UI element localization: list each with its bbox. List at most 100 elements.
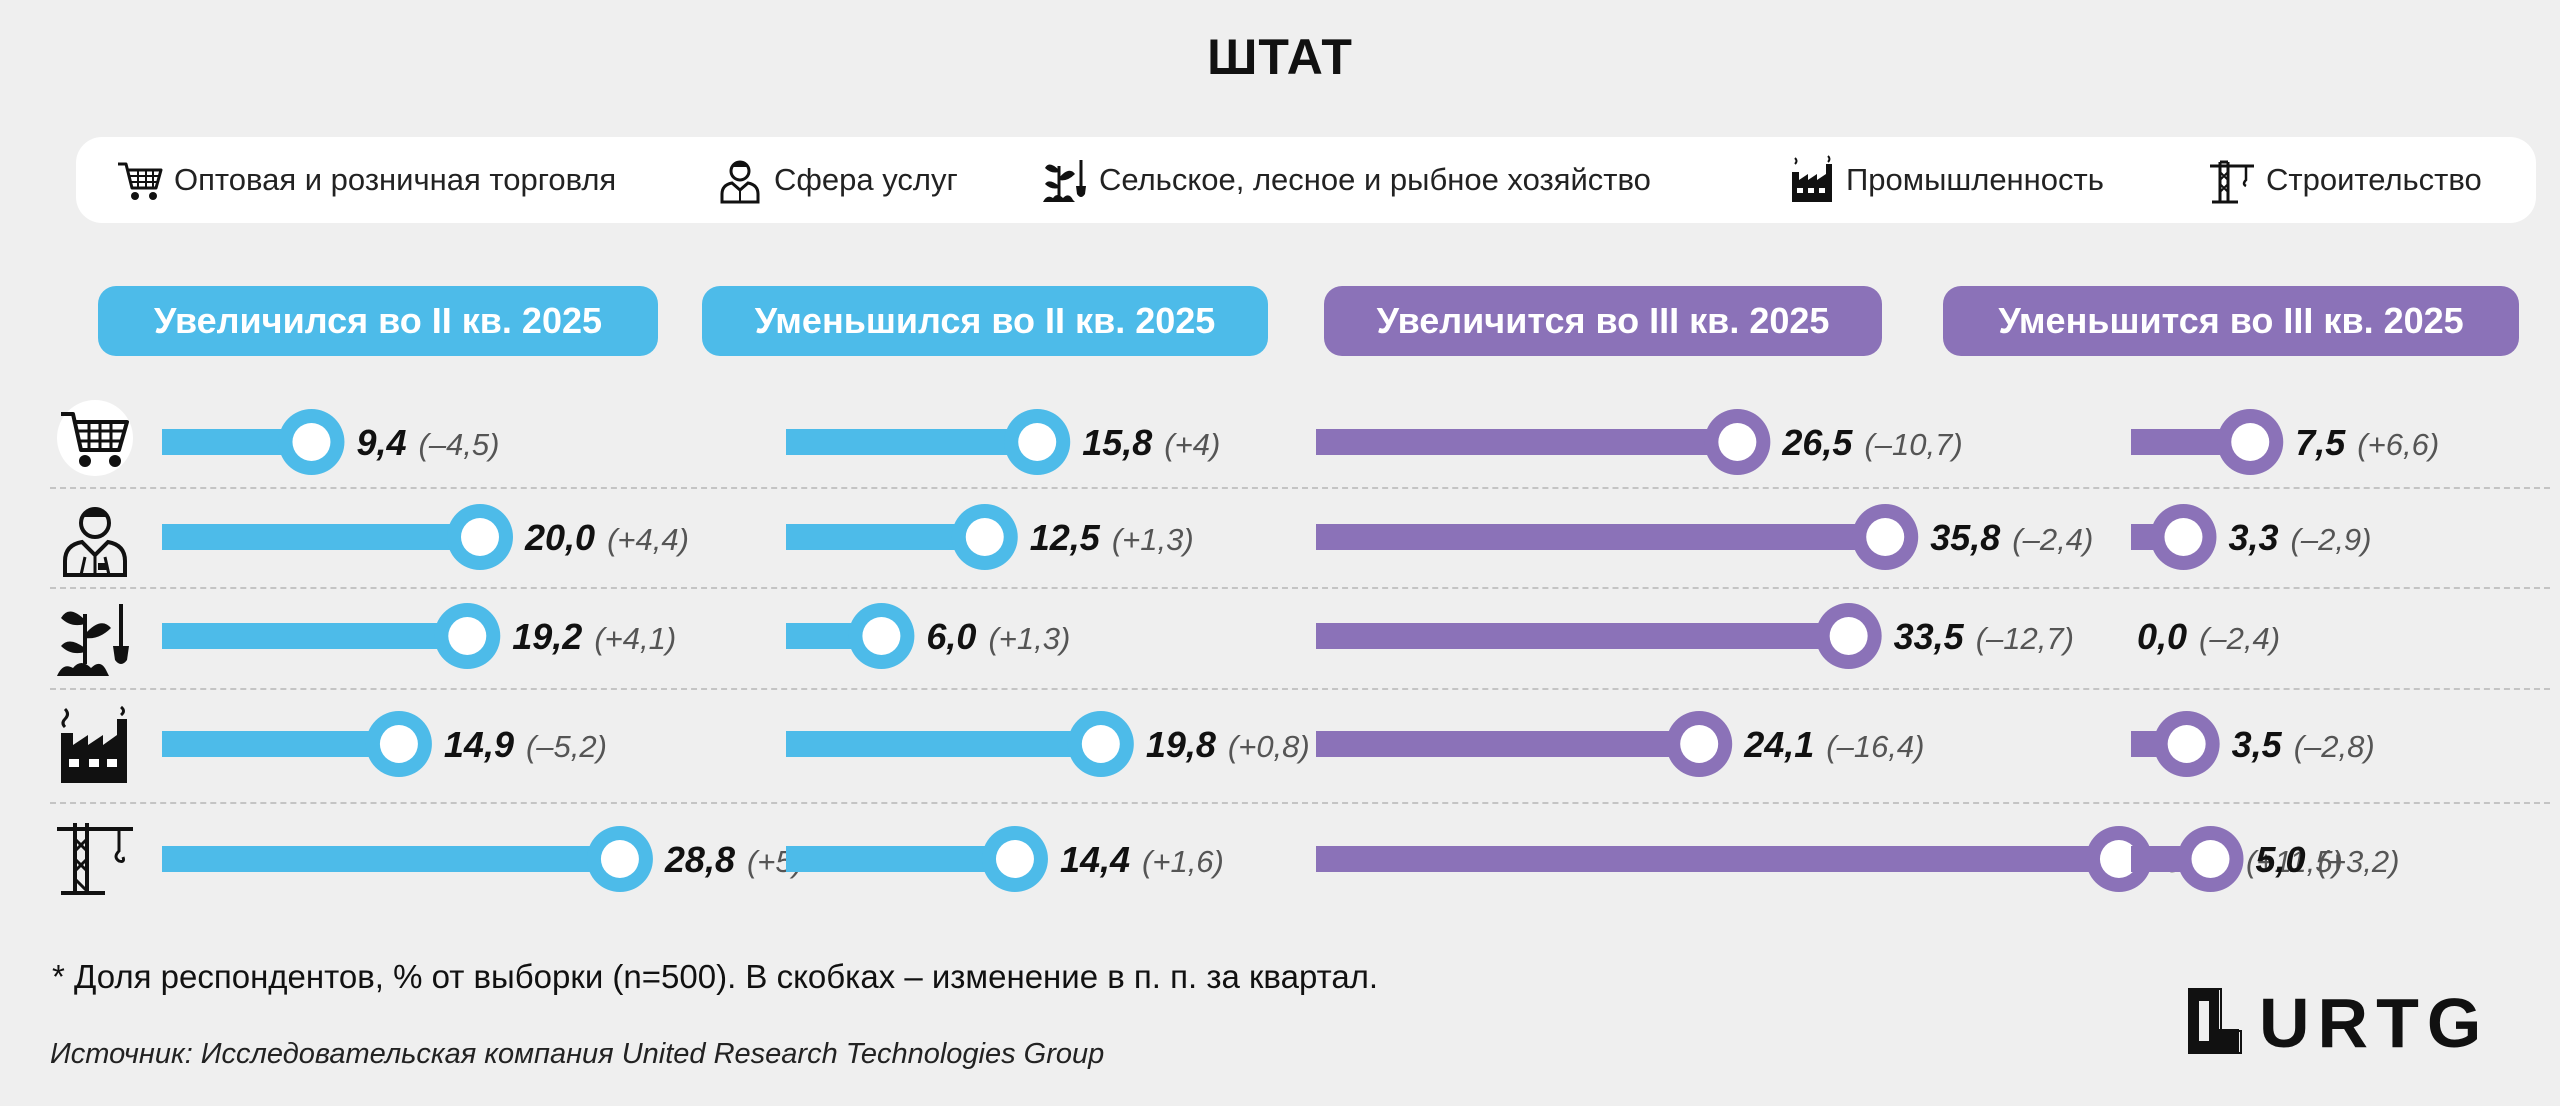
row-icon-industry <box>55 705 135 785</box>
series-header: Уменьшился во II кв. 2025 <box>702 286 1268 356</box>
legend-item-agriculture: Сельское, лесное и рыбное хозяйство <box>1041 137 1651 223</box>
bar-marker-center <box>2191 840 2230 878</box>
series-header: Уменьшится во III кв. 2025 <box>1943 286 2519 356</box>
bar-marker-center <box>862 617 901 655</box>
value-number: 0,0 <box>2137 616 2187 657</box>
value-change: (–2,9) <box>2291 522 2372 557</box>
value-label: 7,5 (+6,6) <box>2295 422 2439 463</box>
bar <box>1316 731 1700 757</box>
bar <box>786 846 1015 872</box>
legend-label: Строительство <box>2266 162 2482 197</box>
row-separator <box>50 688 2550 690</box>
bar-marker-center <box>965 518 1004 556</box>
bar-marker-center <box>1866 518 1905 556</box>
bar-marker-center <box>2231 423 2270 461</box>
value-change: (+1,3) <box>988 621 1070 656</box>
value-label: 20,0 (+4,4) <box>524 517 689 558</box>
bar-marker-center <box>600 840 639 878</box>
series-header: Увеличится во III кв. 2025 <box>1324 286 1882 356</box>
value-number: 9,4 <box>356 422 406 463</box>
footnote: * Доля респондентов, % от выборки (n=500… <box>52 958 1379 995</box>
bar-marker-center <box>2099 840 2138 878</box>
legend-item-construction: Строительство <box>2208 137 2482 223</box>
bar-marker-center <box>448 617 487 655</box>
bar <box>162 731 399 757</box>
bar-marker-center <box>292 423 331 461</box>
bar-marker-center <box>1018 423 1057 461</box>
value-change: (–12,7) <box>1976 621 2074 656</box>
value-number: 15,8 <box>1082 422 1152 463</box>
value-number: 3,3 <box>2228 517 2278 558</box>
value-change: (+1,3) <box>1112 522 1194 557</box>
value-label: 12,5 (+1,3) <box>1030 517 1194 558</box>
bar-marker-center <box>1718 423 1757 461</box>
row-icon-trade <box>55 398 135 478</box>
row-separator <box>50 587 2550 589</box>
value-number: 5,0 <box>2256 839 2306 880</box>
value-number: 3,5 <box>2232 724 2283 765</box>
value-label: 28,8 (+5) <box>664 839 803 880</box>
value-change: (+0,8) <box>1228 729 1310 764</box>
bar <box>786 731 1101 757</box>
value-label: 26,5 (–10,7) <box>1781 422 1962 463</box>
crane-icon <box>2210 160 2254 204</box>
value-number: 6,0 <box>926 616 976 657</box>
cart-icon <box>57 400 133 476</box>
value-change: (–2,4) <box>2012 522 2093 557</box>
bar <box>162 846 620 872</box>
bar-marker-center <box>1680 725 1719 763</box>
factory-icon <box>61 705 127 783</box>
plant-shovel-icon <box>1043 160 1086 202</box>
bar <box>1316 846 2119 872</box>
legend-item-services: Сфера услуг <box>716 137 958 223</box>
value-number: 7,5 <box>2295 422 2346 463</box>
value-label: 19,8 (+0,8) <box>1146 724 1310 765</box>
value-label: 19,2 (+4,1) <box>512 616 676 657</box>
lollipop-chart: 9,4 (–4,5) 20,0 (+4,4) 19,2 (+4,1) 14,9 (–5,2) 2… <box>162 409 2439 892</box>
bar <box>1316 623 1849 649</box>
bar-marker-center <box>1081 725 1120 763</box>
value-change: (+4) <box>1164 427 1220 462</box>
value-change: (+3,2) <box>2318 844 2400 879</box>
value-label: 6,0 (+1,3) <box>926 616 1070 657</box>
logo-text: URTG <box>2259 985 2489 1057</box>
plant-shovel-icon <box>57 604 129 676</box>
value-label: 35,8 (–2,4) <box>1930 517 2093 558</box>
value-number: 20,0 <box>524 517 595 558</box>
urtg-logo: URTG <box>2185 985 2515 1057</box>
chart-title: ШТАТ <box>1207 29 1353 85</box>
value-label: 0,0 (–2,4) <box>2137 616 2280 657</box>
legend-item-industry: Промышленность <box>1788 137 2104 223</box>
value-label: 15,8 (+4) <box>1082 422 1220 463</box>
value-change: (–5,2) <box>526 729 607 764</box>
value-change: (+1,6) <box>1142 844 1224 879</box>
value-number: 33,5 <box>1894 616 1965 657</box>
value-change: (+11,5) <box>2246 844 2343 879</box>
value-number: 14,9 <box>444 724 514 765</box>
legend-label: Сельское, лесное и рыбное хозяйство <box>1099 162 1651 197</box>
legend-label: Оптовая и розничная торговля <box>174 162 617 197</box>
bar-marker-center <box>1829 617 1868 655</box>
value-change: (–16,4) <box>1826 729 1924 764</box>
value-change: (+4,1) <box>594 621 676 656</box>
value-label: 3,3 (–2,9) <box>2228 517 2371 558</box>
value-number: 19,8 <box>1146 724 1216 765</box>
value-number: 19,2 <box>512 616 582 657</box>
row-icon-agriculture <box>55 598 135 678</box>
value-label: 9,4 (–4,5) <box>356 422 499 463</box>
factory-icon <box>1792 155 1832 202</box>
legend-item-trade: Оптовая и розничная торговля <box>116 137 616 223</box>
series-header: Увеличился во II кв. 2025 <box>98 286 658 356</box>
bar-marker-center <box>2164 518 2203 556</box>
bar <box>1316 524 1886 550</box>
bar <box>786 524 985 550</box>
row-separator <box>50 487 2550 489</box>
row-icon-construction <box>55 815 135 895</box>
bar-marker-center <box>461 518 499 556</box>
value-label: 24,1 (–16,4) <box>1743 724 1924 765</box>
value-number: 26,5 <box>1781 422 1853 463</box>
bar <box>786 429 1038 455</box>
legend-label: Сфера услуг <box>774 162 958 197</box>
row-separator <box>50 802 2550 804</box>
bar-marker-center <box>995 840 1034 878</box>
